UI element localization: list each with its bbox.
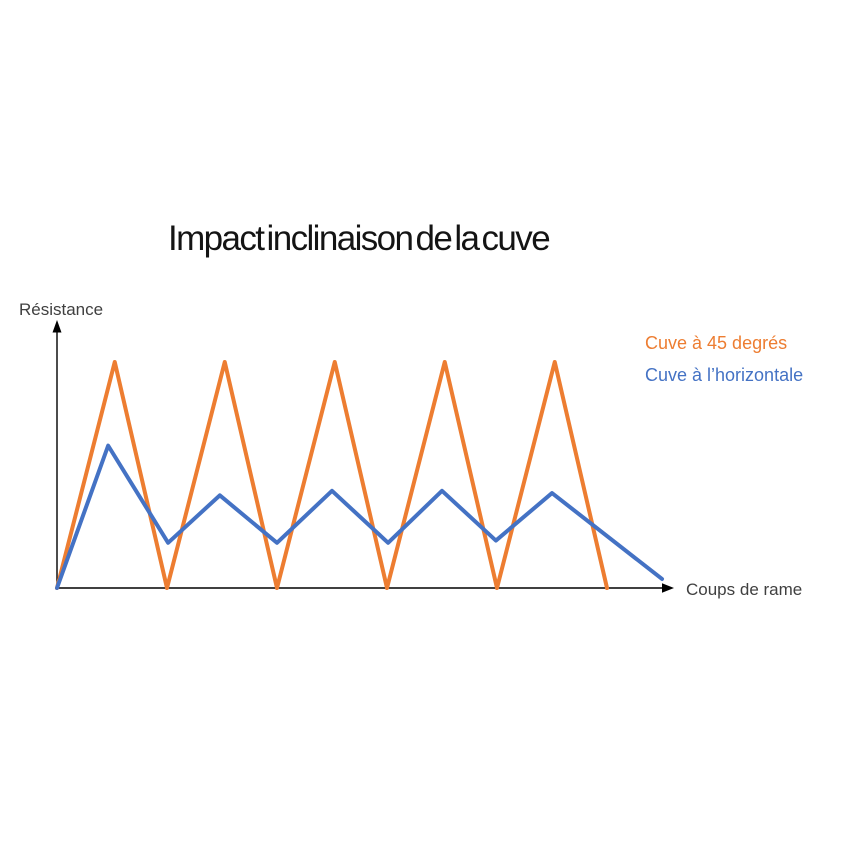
series-group: [55, 360, 664, 590]
series-line-1: [55, 443, 664, 590]
chart-title: Impact inclinaison de la cuve: [168, 219, 551, 258]
legend-item-cuve-45-degres: Cuve à 45 degrés: [645, 333, 788, 353]
x-axis-arrow-icon: [662, 583, 674, 593]
legend-item-cuve-horizontale: Cuve à l’horizontale: [645, 365, 804, 385]
x-axis-label: Coups de rame: [686, 580, 803, 599]
chart-legend: Cuve à 45 degrés Cuve à l’horizontale: [645, 334, 803, 385]
series-line-0: [55, 360, 609, 590]
y-axis-arrow-icon: [52, 320, 62, 333]
y-axis-label: Résistance: [19, 300, 104, 319]
